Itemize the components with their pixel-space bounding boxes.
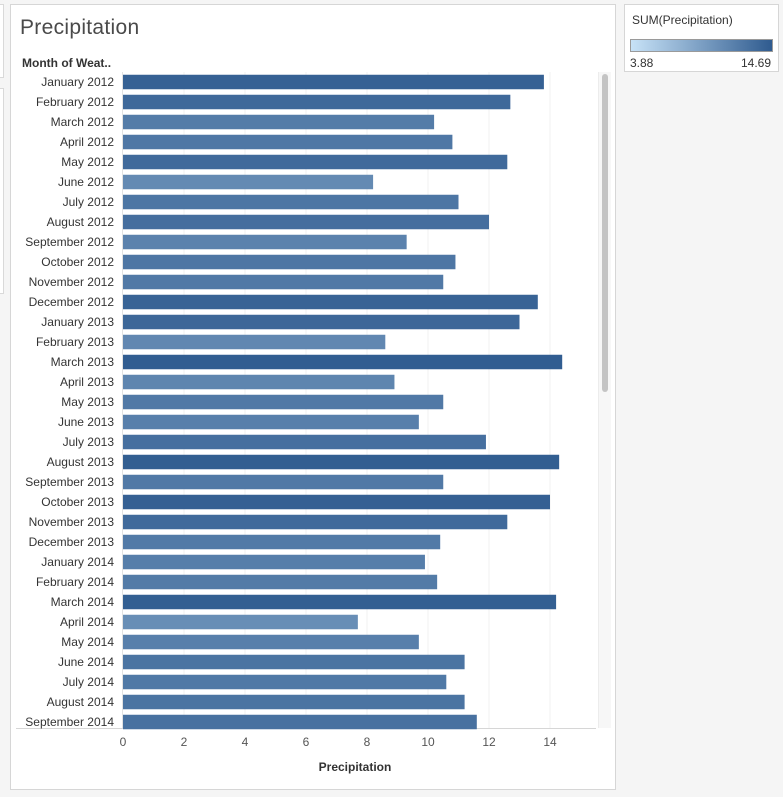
x-tick-label: 6 [303,735,310,749]
legend-max-label: 14.69 [740,56,771,70]
bar[interactable] [123,194,459,210]
bar[interactable] [123,134,453,150]
row-label: May 2014 [61,635,114,649]
row-label: May 2012 [61,155,114,169]
bar[interactable] [123,314,520,330]
bar[interactable] [123,454,560,470]
x-tick-label: 8 [364,735,371,749]
bar[interactable] [123,74,544,90]
row-label: January 2013 [41,315,114,329]
scrollbar-thumb[interactable] [602,74,608,392]
bar[interactable] [123,634,419,650]
row-label: November 2013 [29,515,115,529]
bar[interactable] [123,654,465,670]
row-label: June 2014 [58,655,114,669]
row-label: March 2014 [51,595,115,609]
bar[interactable] [123,114,435,130]
bar[interactable] [123,274,444,290]
bar[interactable] [123,434,486,450]
bar[interactable] [123,594,557,610]
bar[interactable] [123,154,508,170]
row-label: March 2013 [51,355,115,369]
left-edge-fragment-bottom [0,88,4,294]
row-label: September 2014 [25,715,114,729]
bar[interactable] [123,254,456,270]
row-label: April 2013 [60,375,114,389]
row-label: July 2014 [63,675,115,689]
bar[interactable] [123,354,563,370]
bar[interactable] [123,554,425,570]
x-tick-label: 0 [120,735,127,749]
row-label: June 2013 [58,415,114,429]
row-label: February 2014 [36,575,114,589]
bar[interactable] [123,394,444,410]
bar[interactable] [123,574,438,590]
row-label: February 2013 [36,335,114,349]
color-legend: SUM(Precipitation) 3.88 14.69 [624,4,779,72]
row-label: January 2012 [41,75,114,89]
bar[interactable] [123,334,386,350]
legend-color-ramp [630,39,773,52]
row-label: August 2014 [47,695,115,709]
row-label: March 2012 [51,115,115,129]
bar[interactable] [123,674,447,690]
x-tick-label: 2 [181,735,188,749]
left-edge-fragment-top [0,4,4,78]
row-label: July 2013 [63,435,115,449]
row-header[interactable]: Month of Weat.. [22,56,112,70]
bar[interactable] [123,374,395,390]
row-label: October 2013 [41,495,114,509]
row-label: September 2013 [25,475,114,489]
bar[interactable] [123,494,550,510]
bar[interactable] [123,714,477,730]
bar[interactable] [123,214,489,230]
row-label: August 2012 [47,215,115,229]
row-label: December 2012 [29,295,115,309]
row-label: October 2012 [41,255,114,269]
bar[interactable] [123,474,444,490]
bar[interactable] [123,414,419,430]
row-label: November 2012 [29,275,115,289]
row-label: August 2013 [47,455,115,469]
x-tick-label: 4 [242,735,249,749]
chart-title: Precipitation [20,16,140,39]
row-label: July 2012 [63,195,115,209]
bar[interactable] [123,514,508,530]
bar[interactable] [123,694,465,710]
row-label: April 2012 [60,135,114,149]
row-label: December 2013 [29,535,115,549]
bar[interactable] [123,614,358,630]
bar[interactable] [123,534,441,550]
x-tick-label: 10 [421,735,435,749]
vertical-scrollbar[interactable] [598,72,611,728]
legend-title: SUM(Precipitation) [632,13,733,27]
bar[interactable] [123,94,511,110]
bar[interactable] [123,294,538,310]
row-label: April 2014 [60,615,114,629]
row-label: January 2014 [41,555,114,569]
x-tick-label: 12 [482,735,496,749]
row-label: February 2012 [36,95,114,109]
bar[interactable] [123,174,374,190]
row-label: June 2012 [58,175,114,189]
legend-min-label: 3.88 [630,56,654,70]
row-label: May 2013 [61,395,114,409]
x-tick-label: 14 [543,735,557,749]
bar[interactable] [123,234,407,250]
row-label: September 2012 [25,235,114,249]
x-axis-label: Precipitation [318,760,392,774]
